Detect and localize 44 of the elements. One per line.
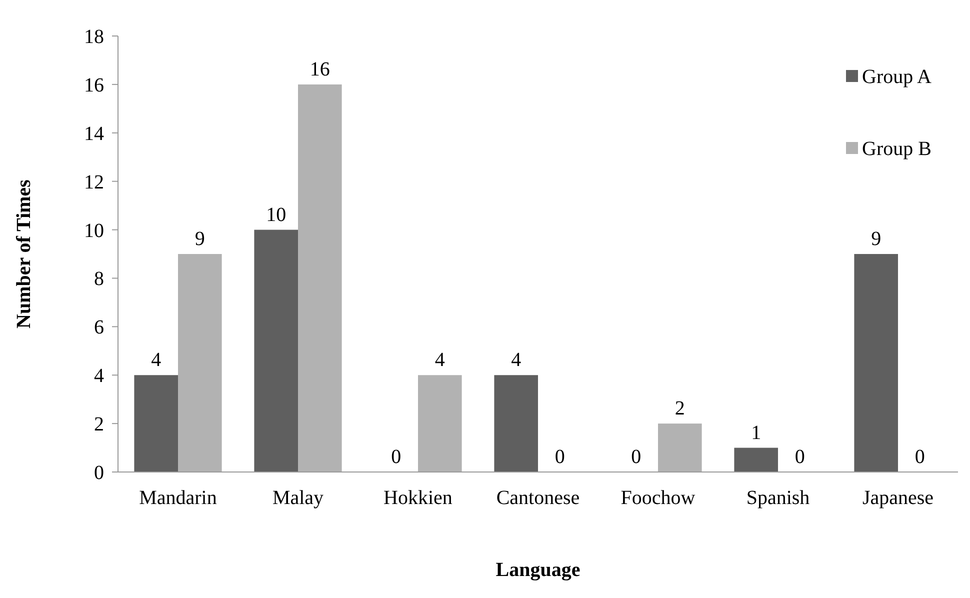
data-label: 2 (674, 398, 685, 420)
bar (658, 424, 702, 472)
data-label: 10 (266, 204, 286, 226)
y-tick-label: 0 (94, 462, 104, 484)
y-tick-label: 14 (84, 122, 104, 145)
data-label: 16 (310, 58, 330, 80)
x-tick-label: Foochow (620, 487, 696, 509)
y-tick-label: 12 (84, 171, 104, 194)
bar (134, 375, 178, 472)
y-tick-label: 4 (94, 365, 104, 388)
y-tick-label: 16 (84, 74, 104, 96)
bar (298, 84, 342, 472)
data-label: 0 (391, 446, 402, 468)
data-label: 0 (631, 446, 642, 468)
x-tick-label: Hokkien (384, 487, 452, 509)
x-tick-label: Japanese (862, 487, 934, 509)
bar (734, 448, 778, 472)
data-label: 0 (794, 446, 805, 468)
y-tick-label: 10 (84, 220, 104, 242)
x-axis-title: Language (496, 559, 580, 581)
legend-label: Group A (862, 66, 932, 88)
x-tick-label: Cantonese (496, 487, 580, 509)
data-label: 4 (151, 349, 162, 372)
bar (418, 375, 462, 472)
bar (254, 230, 298, 472)
data-label: 0 (914, 446, 925, 468)
x-tick-label: Mandarin (139, 487, 217, 509)
y-tick-label: 2 (94, 414, 104, 436)
data-label: 1 (751, 422, 762, 444)
legend-label: Group B (862, 138, 932, 160)
bar (854, 254, 898, 472)
data-label: 9 (194, 228, 205, 250)
y-tick-label: 18 (84, 26, 104, 48)
y-tick-label: 8 (94, 268, 104, 290)
y-axis-title: Number of Times (13, 179, 35, 328)
data-label: 0 (554, 446, 565, 468)
bar (178, 254, 222, 472)
x-tick-label: Malay (272, 487, 324, 509)
data-label: 4 (511, 349, 522, 372)
data-label: 9 (871, 228, 882, 250)
x-tick-label: Spanish (746, 487, 810, 509)
bar (494, 375, 538, 472)
data-label: 4 (434, 349, 445, 372)
y-tick-label: 6 (94, 316, 104, 339)
